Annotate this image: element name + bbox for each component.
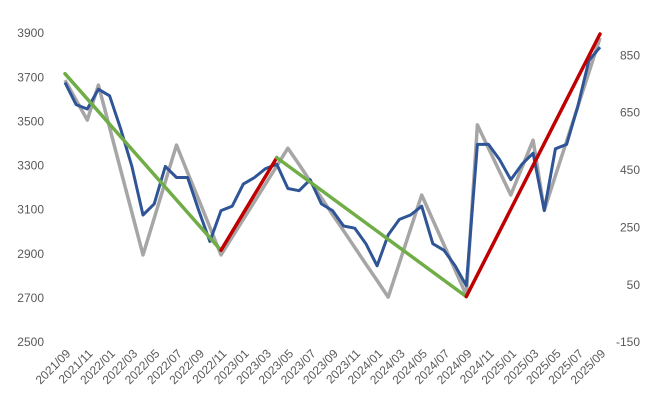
- trend-line: [275, 155, 469, 299]
- y-tick-label: 3100: [17, 203, 44, 217]
- y2-tick-label: -150: [616, 335, 640, 349]
- y2-tick-label: 450: [620, 163, 640, 177]
- y-tick-label: 3900: [17, 26, 44, 40]
- series-line: [63, 37, 602, 299]
- y2-tick-label: 50: [627, 278, 641, 292]
- y2-tick-label: 650: [620, 106, 640, 120]
- y-tick-label: 3300: [17, 159, 44, 173]
- trend-line: [464, 32, 602, 299]
- y2-tick-label: 850: [620, 48, 640, 62]
- series-line: [63, 46, 602, 288]
- trend-line: [219, 155, 279, 253]
- trend-line: [63, 71, 223, 253]
- y-tick-label: 3500: [17, 114, 44, 128]
- y-tick-label: 2900: [17, 247, 44, 261]
- y-tick-label: 2700: [17, 291, 44, 305]
- y2-tick-label: 250: [620, 220, 640, 234]
- y-tick-label: 3700: [17, 70, 44, 84]
- y-tick-label: 2500: [17, 335, 44, 349]
